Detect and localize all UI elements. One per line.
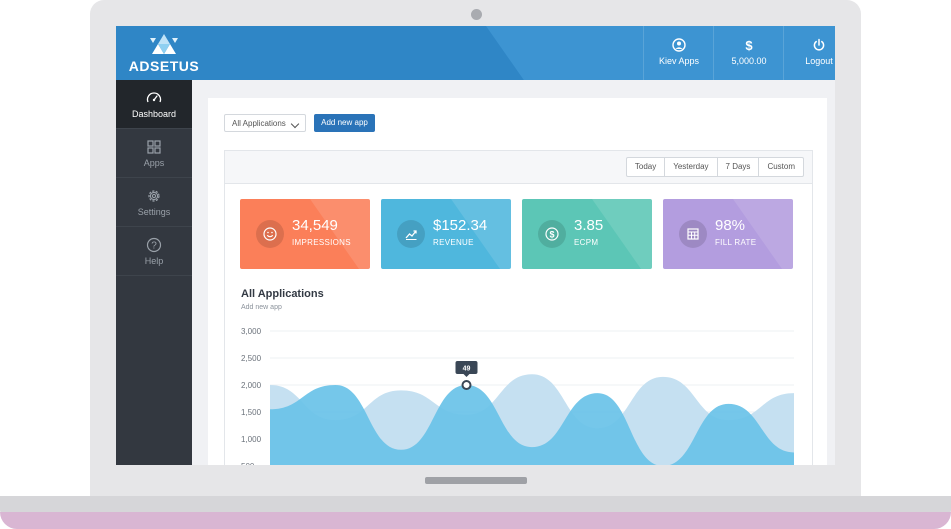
y-tick-label: 1,500	[241, 408, 262, 417]
stat-value: $152.34	[433, 217, 488, 234]
stat-card-impressions[interactable]: 34,549 IMPRESSIONS	[240, 199, 370, 269]
area-series-1[interactable]	[270, 374, 794, 465]
tab-7-days[interactable]: 7 Days	[716, 158, 759, 176]
chart-up-icon	[405, 230, 417, 240]
application-select-value: All Applications	[232, 119, 286, 128]
card-highlight	[733, 199, 793, 269]
y-tick-label: 3,000	[241, 327, 262, 336]
tab-today[interactable]: Today	[634, 162, 657, 171]
stat-label: ECPM	[574, 238, 599, 247]
sidebar: Dashboard Apps Settings ? Help	[116, 80, 192, 465]
sidebar-item-apps[interactable]: Apps	[116, 129, 192, 178]
balance-label: 5,000.00	[731, 56, 767, 66]
card-highlight	[310, 199, 370, 269]
brand-logo[interactable]: ADSETUS	[126, 32, 202, 76]
sidebar-item-help[interactable]: ? Help	[116, 227, 192, 276]
stat-value: 98%	[715, 217, 746, 234]
logout-label: Logout	[805, 56, 833, 66]
dollar-icon: $	[745, 38, 753, 52]
user-icon	[672, 38, 686, 52]
stat-card-fill-rate[interactable]: 98% FILL RATE	[663, 199, 793, 269]
logo-mark-icon	[150, 34, 178, 54]
svg-text:?: ?	[151, 241, 157, 252]
sidebar-item-settings[interactable]: Settings	[116, 178, 192, 227]
stat-icon-wrap	[397, 220, 425, 248]
laptop-bottom	[0, 512, 951, 529]
camera-icon	[471, 9, 482, 20]
stat-card-ecpm[interactable]: $ 3.85 ECPM	[522, 199, 652, 269]
speedometer-icon	[146, 92, 162, 103]
y-tick-label: 2,500	[241, 354, 262, 363]
gear-icon	[148, 190, 160, 202]
stat-label: FILL RATE	[715, 238, 757, 247]
y-tick-label: 500	[241, 462, 255, 465]
tab-yesterday[interactable]: Yesterday	[664, 158, 716, 176]
dashboard-panel: Today Yesterday 7 Days Custom 34,549	[224, 150, 813, 465]
tooltip-box	[455, 361, 478, 374]
stat-label: IMPRESSIONS	[292, 238, 351, 247]
tooltip-arrow	[463, 374, 470, 377]
tab-custom[interactable]: Custom	[758, 158, 803, 176]
panel-header: Today Yesterday 7 Days Custom	[225, 151, 812, 184]
laptop-base	[0, 496, 951, 516]
area-series-2[interactable]	[270, 385, 794, 465]
grid-icon	[147, 140, 161, 154]
stat-label: REVENUE	[433, 238, 474, 247]
smile-icon	[263, 227, 277, 241]
power-icon	[813, 38, 825, 51]
card-highlight	[451, 199, 511, 269]
stat-value: 34,549	[292, 217, 338, 234]
tooltip-label: 49	[463, 366, 471, 373]
y-tick-label: 2,000	[241, 381, 262, 390]
stat-icon-wrap: $	[538, 220, 566, 248]
table-icon	[687, 228, 699, 240]
account-label: Kiev Apps	[658, 56, 700, 66]
application-select[interactable]: All Applications	[224, 114, 306, 132]
sidebar-item-dashboard[interactable]: Dashboard	[116, 80, 192, 129]
help-icon: ?	[146, 237, 162, 253]
sidebar-item-label: Apps	[143, 158, 165, 168]
sidebar-item-label: Help	[144, 256, 164, 266]
laptop-hinge	[425, 477, 527, 484]
logout-button[interactable]: Logout	[783, 26, 835, 80]
y-tick-label: 1,000	[241, 435, 262, 444]
account-menu[interactable]: Kiev Apps	[643, 26, 714, 80]
chart-title: All Applications	[241, 288, 324, 300]
date-range-tabs: Today Yesterday 7 Days Custom	[625, 157, 804, 177]
main-content: All Applications Add new app Today Yeste…	[208, 98, 827, 465]
sidebar-item-label: Settings	[137, 207, 171, 217]
data-point-marker[interactable]	[461, 380, 472, 390]
top-navbar: ADSETUS Kiev Apps $ 5,000.00 Logout	[116, 26, 835, 80]
chevron-down-icon	[290, 119, 300, 129]
balance-display[interactable]: $ 5,000.00	[713, 26, 784, 80]
svg-text:$: $	[745, 38, 753, 52]
sidebar-item-label: Dashboard	[131, 109, 177, 119]
card-highlight	[592, 199, 652, 269]
add-new-app-button[interactable]: Add new app	[314, 114, 375, 132]
area-chart: 3,000 2,500 2,000 1,500 1,000 500 49	[241, 327, 794, 465]
stat-value: 3.85	[574, 217, 604, 234]
stat-icon-wrap	[679, 220, 707, 248]
dollar-circle-icon: $	[545, 227, 559, 241]
svg-text:$: $	[549, 229, 554, 239]
stat-card-revenue[interactable]: $152.34 REVENUE	[381, 199, 511, 269]
chart-subtitle: Add new app	[241, 304, 282, 311]
brand-name: ADSETUS	[128, 58, 200, 74]
app-screen: ADSETUS Kiev Apps $ 5,000.00 Logout	[116, 26, 835, 465]
stat-icon-wrap	[256, 220, 284, 248]
